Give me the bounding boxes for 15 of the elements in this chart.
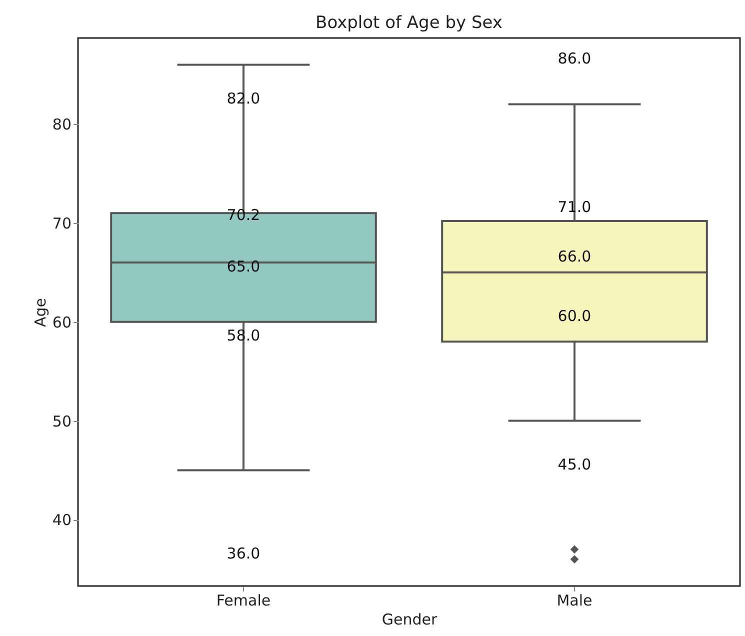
y-tick-label: 50 (52, 412, 72, 430)
annotation: 45.0 (558, 455, 592, 474)
y-axis-title: Age (31, 298, 50, 328)
chart-title: Boxplot of Age by Sex (316, 13, 502, 33)
x-axis-title: Gender (382, 610, 438, 628)
y-tick-label: 60 (52, 313, 72, 332)
y-tick-label: 40 (52, 511, 72, 530)
annotation: 86.0 (558, 50, 592, 68)
annotation: 60.0 (558, 306, 592, 325)
y-tick-label: 70 (52, 214, 72, 232)
x-tick-label: Male (556, 592, 592, 610)
annotation: 66.0 (558, 248, 592, 266)
annotation: 36.0 (226, 544, 260, 562)
y-tick-label: 80 (52, 116, 72, 134)
x-tick-label: Female (216, 592, 271, 610)
